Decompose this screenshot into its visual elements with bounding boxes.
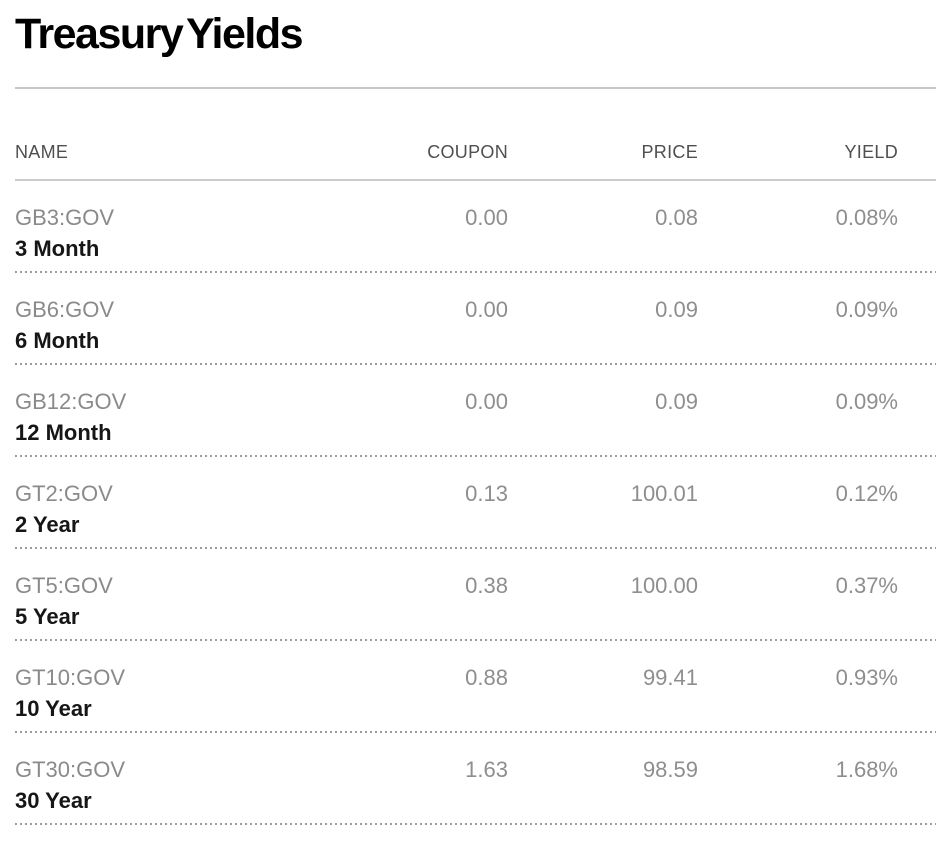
table-row[interactable]: GT30:GOV 30 Year 1.63 98.59 1.68% bbox=[15, 733, 936, 825]
yield-value: 0.08% bbox=[835, 205, 898, 230]
ticker-link[interactable]: GT10:GOV bbox=[15, 665, 126, 690]
ticker-link[interactable]: GT30:GOV bbox=[15, 757, 126, 782]
table-row[interactable]: GT10:GOV 10 Year 0.88 99.41 0.93% bbox=[15, 641, 936, 733]
ticker-link[interactable]: GB12:GOV bbox=[15, 389, 127, 414]
yield-value: 0.12% bbox=[835, 481, 898, 506]
table-row[interactable]: GT2:GOV 2 Year 0.13 100.01 0.12% bbox=[15, 457, 936, 549]
yield-value: 0.09% bbox=[835, 389, 898, 414]
ticker-link[interactable]: GT5:GOV bbox=[15, 573, 113, 598]
coupon-value: 1.63 bbox=[465, 757, 508, 782]
yield-value: 1.68% bbox=[835, 757, 898, 782]
price-value: 98.59 bbox=[642, 757, 698, 782]
ticker-link[interactable]: GT2:GOV bbox=[15, 481, 113, 506]
price-value: 100.01 bbox=[630, 481, 698, 506]
table-row[interactable]: GT5:GOV 5 Year 0.38 100.00 0.37% bbox=[15, 549, 936, 641]
maturity-label: 10 Year bbox=[15, 696, 92, 721]
price-value: 0.09 bbox=[655, 297, 698, 322]
treasury-yields-table: NAME COUPON PRICE YIELD GB3:GOV 3 Month … bbox=[15, 97, 936, 825]
maturity-label: 2 Year bbox=[15, 512, 80, 537]
table-row[interactable]: GB12:GOV 12 Month 0.00 0.09 0.09% bbox=[15, 365, 936, 457]
maturity-label: 6 Month bbox=[15, 328, 100, 353]
name-cell: GB6:GOV 6 Month bbox=[15, 273, 356, 365]
name-cell: GB3:GOV 3 Month bbox=[15, 181, 356, 273]
name-cell: GB12:GOV 12 Month bbox=[15, 365, 356, 457]
page-title: Treasury Yields bbox=[15, 10, 304, 58]
price-value: 0.08 bbox=[655, 205, 698, 230]
price-value: 0.09 bbox=[655, 389, 698, 414]
price-value: 99.41 bbox=[642, 665, 698, 690]
table-body: GB3:GOV 3 Month 0.00 0.08 0.08% GB6:GOV … bbox=[15, 181, 936, 825]
name-cell: GT2:GOV 2 Year bbox=[15, 457, 356, 549]
column-header-coupon: COUPON bbox=[427, 142, 508, 162]
ticker-link[interactable]: GB6:GOV bbox=[15, 297, 115, 322]
price-value: 100.00 bbox=[630, 573, 698, 598]
column-header-name: NAME bbox=[15, 142, 69, 162]
column-header-price: PRICE bbox=[641, 142, 698, 162]
coupon-value: 0.00 bbox=[465, 205, 508, 230]
table-row[interactable]: GB6:GOV 6 Month 0.00 0.09 0.09% bbox=[15, 273, 936, 365]
table-header-row: NAME COUPON PRICE YIELD bbox=[15, 97, 936, 181]
title-divider bbox=[15, 87, 936, 89]
coupon-value: 0.38 bbox=[465, 573, 508, 598]
coupon-value: 0.13 bbox=[465, 481, 508, 506]
name-cell: GT5:GOV 5 Year bbox=[15, 549, 356, 641]
maturity-label: 3 Month bbox=[15, 236, 100, 261]
ticker-link[interactable]: GB3:GOV bbox=[15, 205, 115, 230]
column-header-yield: YIELD bbox=[844, 142, 898, 162]
yield-value: 0.09% bbox=[835, 297, 898, 322]
yield-value: 0.37% bbox=[835, 573, 898, 598]
yield-value: 0.93% bbox=[835, 665, 898, 690]
name-cell: GT30:GOV 30 Year bbox=[15, 733, 356, 825]
maturity-label: 30 Year bbox=[15, 788, 92, 813]
table-row[interactable]: GB3:GOV 3 Month 0.00 0.08 0.08% bbox=[15, 181, 936, 273]
maturity-label: 5 Year bbox=[15, 604, 80, 629]
coupon-value: 0.00 bbox=[465, 389, 508, 414]
name-cell: GT10:GOV 10 Year bbox=[15, 641, 356, 733]
maturity-label: 12 Month bbox=[15, 420, 112, 445]
coupon-value: 0.88 bbox=[465, 665, 508, 690]
coupon-value: 0.00 bbox=[465, 297, 508, 322]
